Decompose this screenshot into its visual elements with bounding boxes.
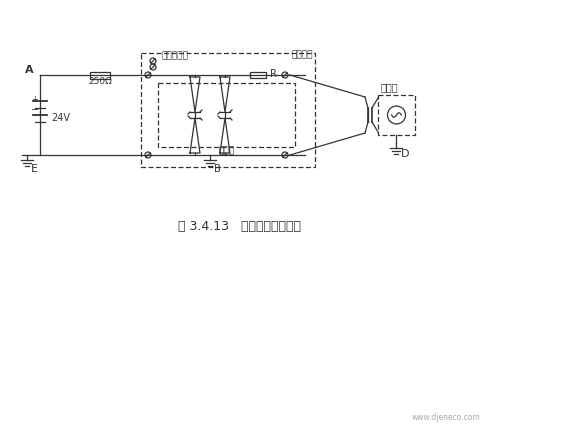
Text: 非危险区: 非危险区 bbox=[291, 50, 313, 59]
Bar bbox=[90, 72, 110, 79]
Bar bbox=[141, 53, 315, 167]
Text: A: A bbox=[25, 65, 33, 75]
Text: D: D bbox=[401, 149, 410, 159]
Bar bbox=[378, 95, 415, 135]
Text: 图 3.4.13   安全栅接地原理图: 图 3.4.13 安全栅接地原理图 bbox=[179, 220, 301, 233]
Text: 计算机输入: 计算机输入 bbox=[161, 51, 188, 60]
Text: R: R bbox=[270, 69, 277, 79]
Text: 变送器: 变送器 bbox=[381, 82, 399, 92]
Text: www.djeneco.com: www.djeneco.com bbox=[411, 413, 480, 422]
Bar bbox=[250, 72, 266, 78]
Bar bbox=[158, 83, 295, 147]
Text: 24V: 24V bbox=[51, 113, 70, 123]
Text: 250Ω: 250Ω bbox=[88, 77, 112, 86]
Text: E: E bbox=[31, 164, 38, 174]
Text: +: + bbox=[31, 95, 38, 104]
Text: B: B bbox=[214, 164, 221, 174]
Text: −: − bbox=[31, 105, 39, 115]
Text: 安全栅: 安全栅 bbox=[218, 146, 234, 155]
